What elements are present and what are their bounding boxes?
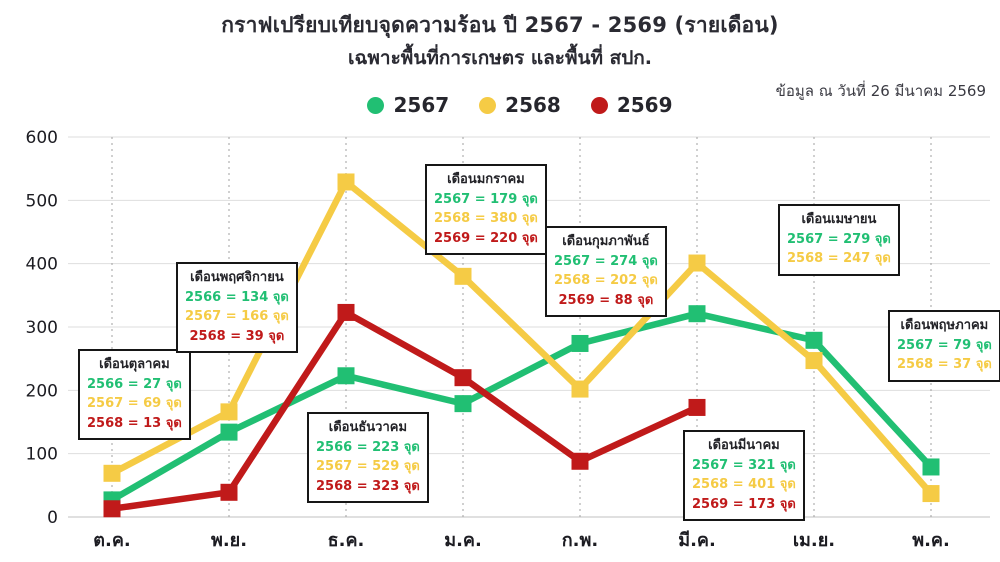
annotation-value: 2568 = 13 จุด — [87, 415, 182, 431]
annotation-value: 2566 = 27 จุด — [87, 376, 182, 392]
data-point-marker — [220, 403, 238, 421]
y-tick-label: 0 — [47, 508, 58, 528]
annotation-value: 2569 = 173 จุด — [692, 496, 796, 512]
annotation-value: 2566 = 223 จุด — [316, 439, 420, 455]
x-tick-label: พ.ย. — [211, 530, 247, 551]
legend-item-2569: 2569 — [590, 93, 673, 117]
annotation-title: เดือนกุมภาพันธ์ — [562, 234, 650, 249]
data-point-marker — [103, 500, 121, 518]
legend-label: 2567 — [393, 93, 450, 117]
annotation-title: เดือนพฤศจิกายน — [190, 270, 284, 285]
annotation-box-month-6: เดือนเมษายน 2567 = 279 จุด 2568 = 247 จุด — [778, 204, 900, 276]
data-point-marker — [688, 305, 706, 323]
legend-dot-icon — [367, 96, 385, 114]
legend-dot-icon — [479, 96, 497, 114]
series-2567 — [103, 305, 940, 509]
data-point-marker — [805, 331, 823, 349]
annotation-value: 2568 = 39 จุด — [189, 328, 285, 344]
annotation-title: เดือนมกราคม — [447, 172, 525, 187]
annotation-value: 2569 = 88 จุด — [558, 292, 654, 308]
annotation-value: 2566 = 134 จุด — [185, 289, 289, 305]
data-point-marker — [688, 398, 706, 416]
annotation-value: 2567 = 166 จุด — [185, 309, 289, 324]
annotation-box-month-0: เดือนตุลาคม 2566 = 27 จุด 2567 = 69 จุด 256… — [78, 349, 191, 440]
annotation-value: 2568 = 202 จุด — [554, 273, 658, 288]
x-axis-labels: ต.ค. พ.ย. ธ.ค. ม.ค. ก.พ. มี.ค. เม.ย. พ.ค. — [93, 530, 950, 551]
series-line — [110, 310, 934, 503]
annotation-value: 2568 = 247 จุด — [787, 251, 891, 266]
page-title: กราฟเปรียบเทียบจุดความร้อน ปี 2567 - 256… — [221, 13, 779, 37]
annotation-value: 2568 = 401 จุด — [692, 477, 796, 492]
data-point-marker — [688, 254, 706, 272]
annotation-title: เดือนเมษายน — [801, 212, 877, 227]
legend-item-2568: 2568 — [479, 93, 561, 117]
annotation-box-month-1: เดือนพฤศจิกายน 2566 = 134 จุด 2567 = 166 จ… — [176, 262, 298, 353]
x-tick-label: มี.ค. — [678, 530, 716, 551]
y-tick-label: 300 — [26, 318, 58, 338]
annotation-value: 2567 = 274 จุด — [554, 253, 658, 269]
data-point-marker — [337, 367, 355, 385]
annotation-value: 2567 = 69 จุด — [87, 396, 182, 411]
annotation-title: เดือนธันวาคม — [328, 420, 408, 435]
x-tick-label: พ.ค. — [912, 530, 950, 551]
page-subtitle: เฉพาะพื้นที่การเกษตร และพื้นที่ สปก. — [347, 47, 653, 69]
data-point-marker — [103, 464, 121, 482]
series-2568 — [103, 173, 940, 503]
annotation-value: 2567 = 79 จุด — [897, 337, 992, 353]
legend: 2567 2568 2569 — [20, 93, 1000, 117]
annotation-title: เดือนมีนาคม — [708, 438, 780, 453]
series-line — [110, 178, 934, 496]
annotation-value: 2567 = 279 จุด — [787, 231, 891, 247]
data-point-marker — [805, 352, 823, 370]
x-tick-label: เม.ย. — [793, 530, 835, 551]
x-tick-label: ก.พ. — [562, 530, 598, 551]
legend-dot-icon — [590, 96, 608, 114]
annotation-value: 2568 = 380 จุด — [434, 211, 538, 226]
data-point-marker — [922, 485, 940, 503]
data-as-of-note: ข้อมูล ณ วันที่ 26 มีนาคม 2569 — [775, 82, 986, 100]
annotation-box-month-2: เดือนธันวาคม 2566 = 223 จุด 2567 = 529 จุด… — [307, 412, 429, 503]
data-point-marker — [571, 452, 589, 470]
annotation-box-month-5: เดือนมีนาคม 2567 = 321 จุด 2568 = 401 จุด 2… — [683, 430, 805, 521]
annotation-box-month-3: เดือนมกราคม 2567 = 179 จุด 2568 = 380 จุด 2… — [425, 164, 547, 255]
annotation-value: 2568 = 323 จุด — [316, 478, 420, 494]
y-tick-label: 500 — [26, 191, 58, 211]
data-point-marker — [337, 173, 355, 191]
data-point-marker — [337, 303, 355, 321]
annotation-value: 2569 = 220 จุด — [434, 230, 538, 246]
data-point-marker — [220, 423, 238, 441]
y-tick-label: 200 — [26, 381, 58, 401]
series-2569 — [103, 303, 706, 518]
annotation-value: 2567 = 529 จุด — [316, 459, 420, 474]
legend-label: 2569 — [616, 93, 673, 117]
annotation-box-month-7: เดือนพฤษภาคม 2567 = 79 จุด 2568 = 37 จุด — [888, 310, 1000, 382]
y-axis-labels: 0 100 200 300 400 500 600 — [26, 128, 58, 528]
y-tick-label: 600 — [26, 128, 58, 148]
data-point-marker — [571, 380, 589, 398]
data-point-marker — [454, 395, 472, 413]
annotation-box-month-4: เดือนกุมภาพันธ์ 2567 = 274 จุด 2568 = 202 … — [545, 226, 667, 317]
annotation-title: เดือนตุลาคม — [99, 357, 170, 372]
x-tick-label: ต.ค. — [93, 530, 130, 551]
legend-item-2567: 2567 — [367, 93, 449, 117]
y-tick-label: 100 — [26, 445, 58, 465]
data-point-marker — [454, 369, 472, 387]
x-tick-label: ธ.ค. — [328, 530, 365, 551]
annotation-value: 2568 = 37 จุด — [897, 357, 992, 372]
legend-label: 2568 — [505, 93, 561, 117]
x-tick-label: ม.ค. — [444, 530, 482, 551]
data-point-marker — [220, 483, 238, 501]
data-point-marker — [922, 458, 940, 476]
data-point-marker — [454, 267, 472, 285]
data-point-marker — [571, 334, 589, 352]
series-line — [111, 309, 699, 512]
y-tick-label: 400 — [26, 255, 58, 275]
annotation-value: 2567 = 321 จุด — [692, 457, 796, 473]
annotation-title: เดือนพฤษภาคม — [900, 318, 989, 333]
annotation-value: 2567 = 179 จุด — [434, 191, 538, 207]
